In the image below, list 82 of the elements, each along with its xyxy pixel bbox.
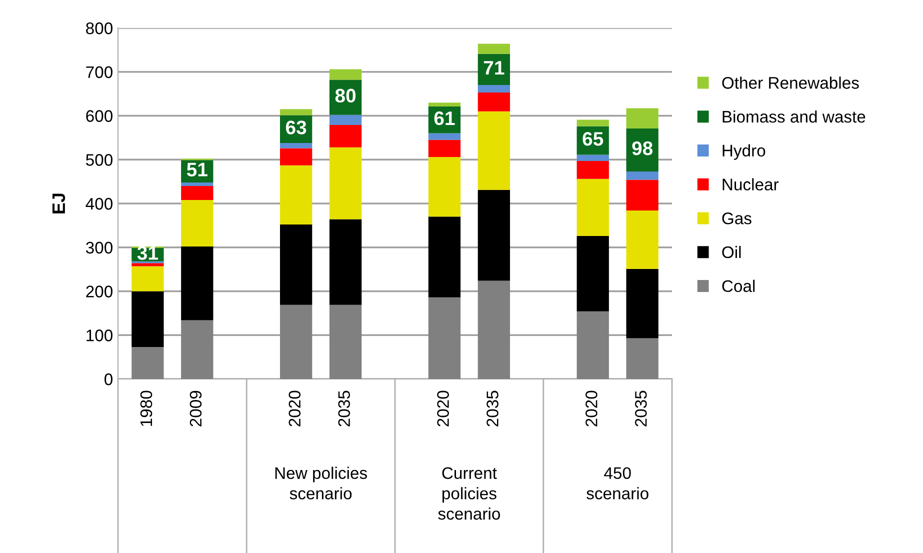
- bar: [132, 346, 164, 379]
- data-label: 51: [186, 162, 208, 176]
- legend-label: Gas: [722, 212, 752, 224]
- x-tick-label: 2035: [486, 390, 498, 426]
- bar: [576, 160, 609, 179]
- bar: [329, 69, 362, 80]
- bar: [329, 304, 362, 379]
- y-tick-label: 800: [86, 22, 112, 34]
- x-tick-label: 1980: [140, 390, 152, 426]
- data-label: 80: [335, 88, 356, 103]
- legend-label: Other Renewables: [722, 76, 859, 89]
- bar: [478, 85, 510, 92]
- y-axis-title: EJ: [52, 194, 66, 214]
- bar: [329, 124, 362, 148]
- bar: [478, 92, 510, 112]
- bar: [626, 180, 658, 211]
- data-label: 65: [582, 132, 604, 146]
- legend-label: Nuclear: [722, 178, 779, 190]
- y-tick-label: 600: [86, 110, 112, 122]
- data-label: 98: [632, 141, 653, 156]
- bar: [280, 148, 312, 166]
- bar: [280, 109, 312, 116]
- text: Current policies scenario: [438, 467, 500, 520]
- bar: [626, 338, 658, 379]
- bar: [181, 320, 214, 379]
- y-tick-label: 700: [86, 66, 112, 78]
- bar: [576, 311, 609, 379]
- x-tick-label: 2020: [288, 390, 301, 426]
- text: 450 scenario: [586, 467, 648, 500]
- bar: [132, 291, 164, 347]
- bar: [428, 297, 461, 379]
- x-tick-label: 2035: [338, 390, 350, 426]
- bar: [280, 304, 312, 379]
- bar: [626, 268, 658, 338]
- bar: [329, 219, 362, 305]
- data-label: 63: [286, 120, 306, 134]
- bar: [626, 128, 658, 172]
- y-tick-label: 400: [86, 198, 112, 210]
- legend-label: Coal: [722, 280, 755, 292]
- x-tick-label: 2020: [586, 390, 598, 426]
- bar: [181, 182, 214, 186]
- bar: [428, 133, 461, 140]
- bar: [576, 154, 609, 161]
- bar: [478, 280, 510, 379]
- text: New policies scenario: [275, 466, 367, 500]
- bar: [181, 186, 214, 200]
- legend-label: Oil: [722, 246, 741, 258]
- bar: [626, 210, 658, 269]
- bar: [478, 190, 510, 281]
- bar: [576, 236, 609, 312]
- y-tick-label: 500: [86, 154, 112, 166]
- bar: [132, 263, 164, 266]
- bar: [428, 216, 461, 298]
- bar: [428, 102, 461, 107]
- data-label: 71: [484, 61, 504, 74]
- x-tick-label: 2009: [190, 390, 202, 426]
- x-tick-label: 2035: [634, 390, 647, 426]
- bar: [280, 165, 312, 225]
- bar: [280, 224, 312, 305]
- data-label: 61: [434, 111, 455, 126]
- bar: [181, 246, 214, 320]
- y-tick-label: 300: [86, 242, 112, 254]
- legend-label: Biomass and waste: [722, 110, 866, 123]
- bar: [132, 266, 164, 292]
- bar: [428, 156, 461, 217]
- bar: [280, 142, 312, 148]
- bar: [428, 140, 461, 157]
- bar: [626, 108, 658, 128]
- bar: [478, 44, 510, 54]
- bar: [181, 200, 214, 246]
- y-tick-label: 200: [86, 286, 112, 298]
- bar: [626, 171, 658, 180]
- legend-label: Hydro: [722, 144, 766, 160]
- bar: [329, 114, 362, 125]
- bar: [478, 111, 510, 190]
- data-label: 31: [137, 246, 158, 260]
- bar: [576, 120, 609, 126]
- y-tick-label: 100: [86, 330, 112, 342]
- y-tick-label: 0: [104, 373, 112, 386]
- bar: [329, 147, 362, 220]
- x-tick-label: 2020: [437, 390, 449, 426]
- bar: [576, 178, 609, 236]
